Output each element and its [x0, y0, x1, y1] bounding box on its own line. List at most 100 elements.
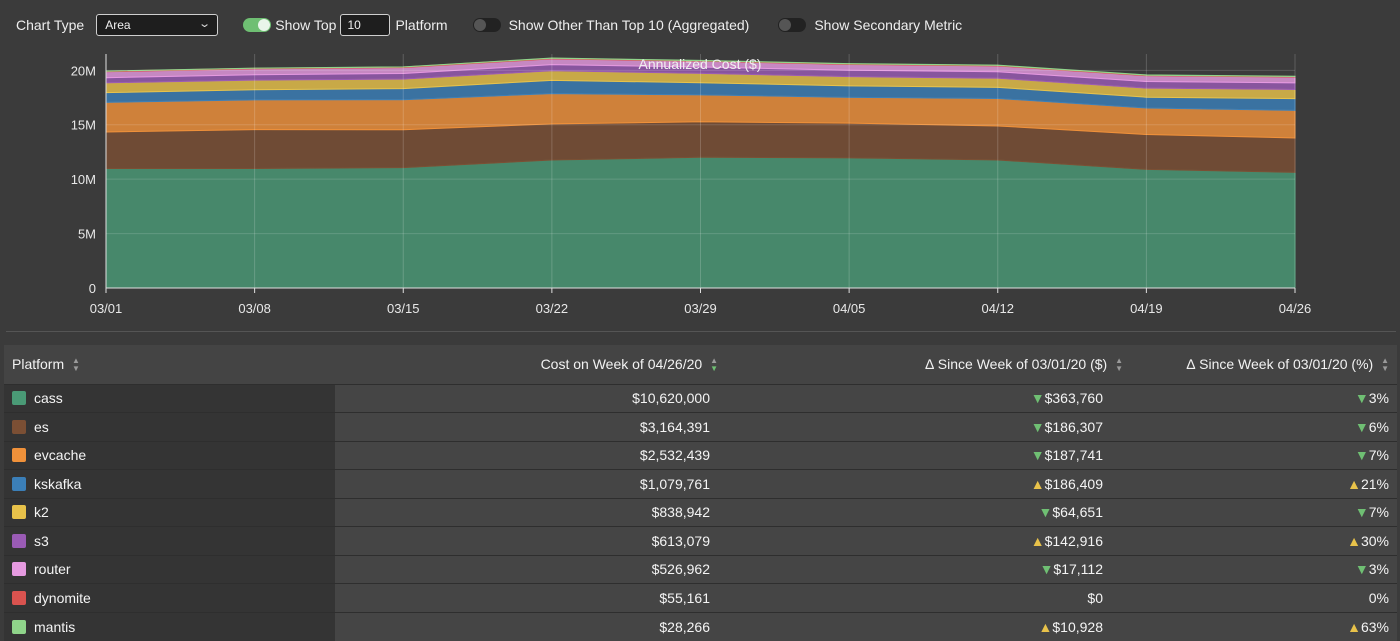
delta-dollar-cell: ▼$64,651 [726, 497, 1131, 527]
x-tick-label: 03/08 [238, 301, 271, 316]
delta-dollar-cell: ▲$186,409 [726, 469, 1131, 498]
platform-cell: cass [4, 383, 335, 413]
cost-cell: $3,164,391 [335, 412, 726, 441]
x-tick-label: 03/29 [684, 301, 717, 316]
delta-dollar-value: $10,928 [1052, 618, 1103, 635]
delta-dollar-column-header[interactable]: ∆ Since Week of 03/01/20 ($) ▲ ▼ [726, 345, 1131, 384]
show-secondary-label: Show Secondary Metric [814, 17, 963, 33]
divider [6, 331, 1396, 332]
platform-name: s3 [34, 532, 49, 549]
delta-pct-cell: ▲30% [1131, 526, 1397, 555]
color-swatch [12, 391, 26, 406]
delta-pct-value: 3% [1368, 390, 1389, 407]
platform-cell: dynomite [4, 583, 335, 612]
increase-triangle-icon: ▲ [1030, 532, 1045, 549]
platform-column-header[interactable]: Platform ▲ ▼ [4, 345, 335, 384]
delta-pct-cell: ▼7% [1131, 440, 1397, 470]
show-secondary-toggle[interactable] [778, 18, 807, 32]
color-swatch [12, 476, 26, 491]
delta-dollar-cell: ▼$17,112 [726, 554, 1131, 584]
delta-pct-value: 6% [1368, 418, 1389, 435]
cost-cell: $838,942 [335, 497, 726, 527]
platform-cell: evcache [4, 440, 335, 470]
platform-header-label: Platform [12, 355, 65, 372]
delta-dollar-header-label: ∆ Since Week of 03/01/20 ($) [925, 355, 1108, 372]
platform-cell: k2 [4, 497, 335, 527]
table-row[interactable]: kskafka $1,079,761 ▲$186,409 ▲ 21% [4, 469, 1397, 498]
show-top-count-input[interactable] [340, 14, 391, 36]
delta-pct-value: 63% [1360, 618, 1389, 635]
platform-name: evcache [34, 447, 87, 464]
table-row[interactable]: s3 $613,079 ▲$142,916 ▲30% [4, 526, 1397, 555]
decrease-triangle-icon: ▼ [1354, 418, 1369, 435]
y-tick-label: 15M [71, 118, 96, 133]
delta-dollar-value: $186,409 [1044, 475, 1103, 492]
cost-cell: $10,620,000 [335, 383, 726, 413]
table-row[interactable]: mantis $28,266 ▲$10,928 ▲63% [4, 611, 1397, 641]
toggle-knob [473, 19, 486, 31]
area-series-mantis [105, 57, 1296, 78]
delta-pct-cell: ▲63% [1131, 611, 1397, 641]
delta-dollar-cell: $0 [726, 583, 1131, 612]
table-row[interactable]: k2 $838,942 ▼$64,651 ▼7% [4, 497, 1397, 527]
delta-pct-cell: ▼7% [1131, 497, 1397, 527]
sort-icon: ▲ ▼ [1381, 355, 1389, 373]
increase-triangle-icon: ▲ [1347, 618, 1361, 635]
cost-cell: $1,079,761 [335, 469, 726, 498]
x-tick-label: 03/15 [387, 301, 420, 316]
decrease-triangle-icon: ▼ [1030, 390, 1045, 407]
platform-name: k2 [34, 504, 49, 521]
platform-name: dynomite [34, 589, 91, 606]
table-row[interactable]: es $3,164,391 ▼$186,307 ▼6% [4, 412, 1397, 441]
increase-triangle-icon: ▲ [1030, 475, 1045, 492]
y-tick-label: 5M [78, 227, 96, 242]
platform-name: router [34, 561, 71, 578]
delta-pct-value: 7% [1368, 447, 1389, 464]
chart-type-label: Chart Type [16, 17, 85, 33]
table-row[interactable]: router $526,962 ▼$17,112 ▼3% [4, 554, 1397, 584]
delta-pct-value: 30% [1360, 532, 1389, 549]
delta-pct-value: 21% [1360, 475, 1389, 492]
cost-column-header[interactable]: Cost on Week of 04/26/20 ▲ ▼ [335, 345, 726, 384]
platform-cell: s3 [4, 526, 335, 555]
platform-cell: router [4, 554, 335, 584]
show-other-toggle[interactable] [472, 18, 501, 32]
x-tick-label: 04/19 [1130, 301, 1163, 316]
delta-dollar-value: $142,916 [1044, 532, 1103, 549]
delta-dollar-cell: ▼$363,760 [726, 383, 1131, 413]
platform-cell: es [4, 412, 335, 441]
decrease-triangle-icon: ▼ [1039, 561, 1054, 578]
toolbar: Chart Type Area ⌄ Show Top Platform Show… [0, 10, 1400, 40]
chevron-down-icon: ⌄ [198, 18, 212, 30]
color-swatch [12, 619, 26, 634]
increase-triangle-icon: ▲ [1038, 618, 1053, 635]
table-row[interactable]: dynomite $55,161 $0 0% [4, 583, 1397, 612]
chart-type-select[interactable]: Area ⌄ [96, 14, 219, 36]
delta-dollar-value: $186,307 [1044, 418, 1103, 435]
delta-pct-cell: ▼3% [1131, 554, 1397, 584]
delta-dollar-cell: ▼$186,307 [726, 412, 1131, 441]
delta-pct-column-header[interactable]: ∆ Since Week of 03/01/20 (%) ▲ ▼ [1131, 345, 1397, 384]
table-row[interactable]: evcache $2,532,439 ▼$187,741 ▼7% [4, 440, 1397, 470]
table-header-row: Platform ▲ ▼ Cost on Week of 04/26/20 ▲ ▼ … [4, 345, 1397, 384]
color-swatch [12, 562, 26, 577]
increase-triangle-icon: ▲ [1347, 532, 1361, 549]
decrease-triangle-icon: ▼ [1354, 447, 1369, 464]
delta-dollar-value: $363,760 [1044, 390, 1103, 407]
platform-name: kskafka [34, 475, 82, 492]
decrease-triangle-icon: ▼ [1354, 390, 1369, 407]
x-tick-label: 04/12 [981, 301, 1014, 316]
x-tick-label: 03/22 [536, 301, 569, 316]
area-chart: 0 5M 10M 15M 20M 03/01 03/08 03/15 03/22 03/29 04/… [71, 54, 1311, 316]
table-row[interactable]: cass $10,620,000 ▼$363,760 ▼3% [4, 383, 1397, 413]
delta-pct-value: 3% [1368, 561, 1389, 578]
color-swatch [12, 533, 26, 548]
decrease-triangle-icon: ▼ [1030, 447, 1045, 464]
cost-cell: $28,266 [335, 611, 726, 641]
toggle-knob [779, 19, 792, 31]
cost-cell: $55,161 [335, 583, 726, 612]
chart-container: 0 5M 10M 15M 20M 03/01 03/08 03/15 03/22 03/29 04/… [0, 46, 1400, 326]
delta-dollar-cell: ▼$187,741 [726, 440, 1131, 470]
show-top-toggle[interactable] [243, 18, 272, 32]
y-tick-label: 10M [71, 172, 96, 187]
